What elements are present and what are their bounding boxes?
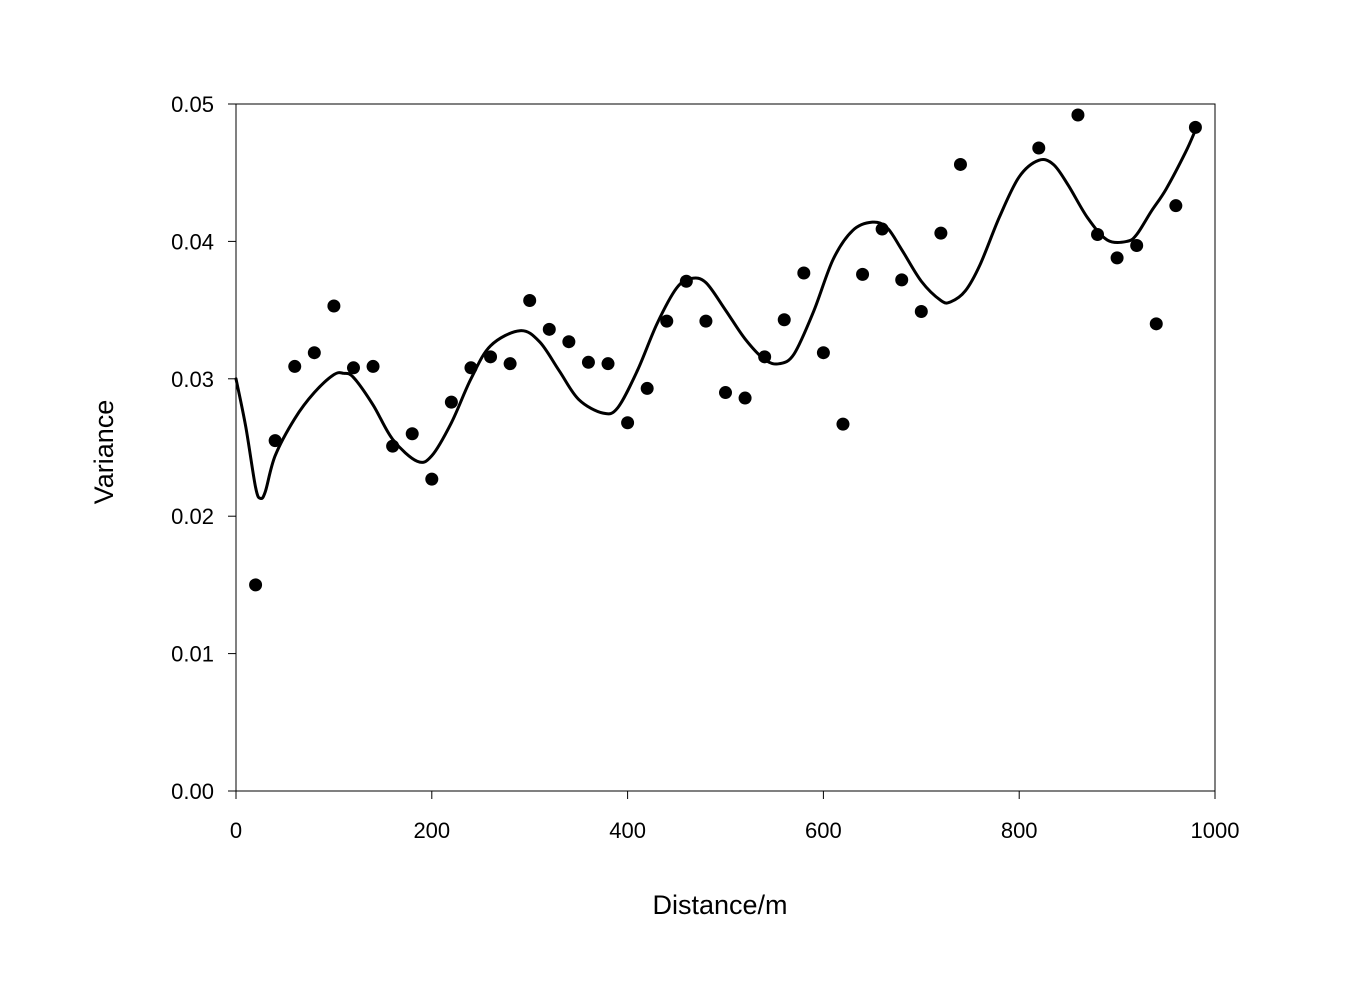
data-point — [1130, 239, 1144, 253]
data-point — [640, 381, 654, 395]
data-point — [1169, 199, 1183, 213]
fitted-curve-line — [234, 128, 1197, 501]
data-point — [875, 222, 889, 236]
data-point — [738, 391, 752, 405]
data-point — [268, 434, 282, 448]
data-point — [307, 346, 321, 360]
x-tick-label: 200 — [413, 818, 450, 843]
data-point — [1149, 317, 1163, 331]
data-point — [464, 361, 478, 375]
data-point — [914, 304, 928, 318]
plot-area-frame — [235, 103, 1216, 792]
data-point — [895, 273, 909, 287]
data-point — [386, 439, 400, 453]
data-point — [1110, 251, 1124, 265]
y-tick-label: 0.00 — [171, 779, 214, 804]
y-axis-title: Variance — [89, 400, 119, 505]
data-point — [953, 157, 967, 171]
y-tick-label: 0.04 — [171, 229, 214, 254]
data-point — [797, 266, 811, 280]
data-point — [816, 346, 830, 360]
data-point — [719, 386, 732, 400]
data-point — [346, 361, 360, 375]
data-point — [1071, 108, 1085, 122]
data-point — [777, 313, 791, 327]
x-axis-title: Distance/m — [652, 890, 787, 920]
data-point — [503, 357, 517, 371]
y-tick-label: 0.02 — [171, 504, 214, 529]
data-point — [601, 357, 615, 371]
data-point — [249, 578, 263, 592]
data-point — [1091, 228, 1105, 242]
data-point — [425, 472, 439, 486]
data-point — [679, 274, 693, 288]
x-tick-label: 600 — [805, 818, 842, 843]
data-point — [444, 395, 458, 409]
data-point — [1032, 141, 1046, 155]
data-point — [856, 267, 870, 281]
data-point — [836, 417, 850, 431]
data-point — [660, 314, 674, 328]
data-point — [366, 359, 380, 373]
y-tick-label: 0.01 — [171, 642, 214, 667]
data-point — [484, 350, 498, 364]
data-point — [934, 226, 948, 240]
data-point — [523, 293, 537, 307]
data-point — [542, 322, 556, 336]
x-tick-label: 0 — [230, 818, 242, 843]
data-point — [288, 359, 302, 373]
data-point — [581, 355, 595, 369]
y-tick-label: 0.03 — [171, 367, 214, 392]
data-point — [1188, 120, 1202, 134]
data-point — [621, 416, 635, 430]
data-point — [327, 299, 341, 313]
x-tick-label: 1000 — [1191, 818, 1240, 843]
data-points — [249, 108, 1202, 592]
x-tick-label: 400 — [609, 818, 646, 843]
x-tick-label: 800 — [1001, 818, 1038, 843]
y-tick-label: 0.05 — [171, 92, 214, 117]
data-point — [758, 350, 772, 364]
x-axis-ticks: 0 200 400 600 800 1000 — [230, 791, 1240, 843]
data-point — [405, 427, 419, 441]
y-axis-ticks: 0.00 0.01 0.02 0.03 0.04 0.05 — [171, 92, 236, 804]
data-point — [699, 314, 713, 328]
data-point — [562, 335, 576, 349]
